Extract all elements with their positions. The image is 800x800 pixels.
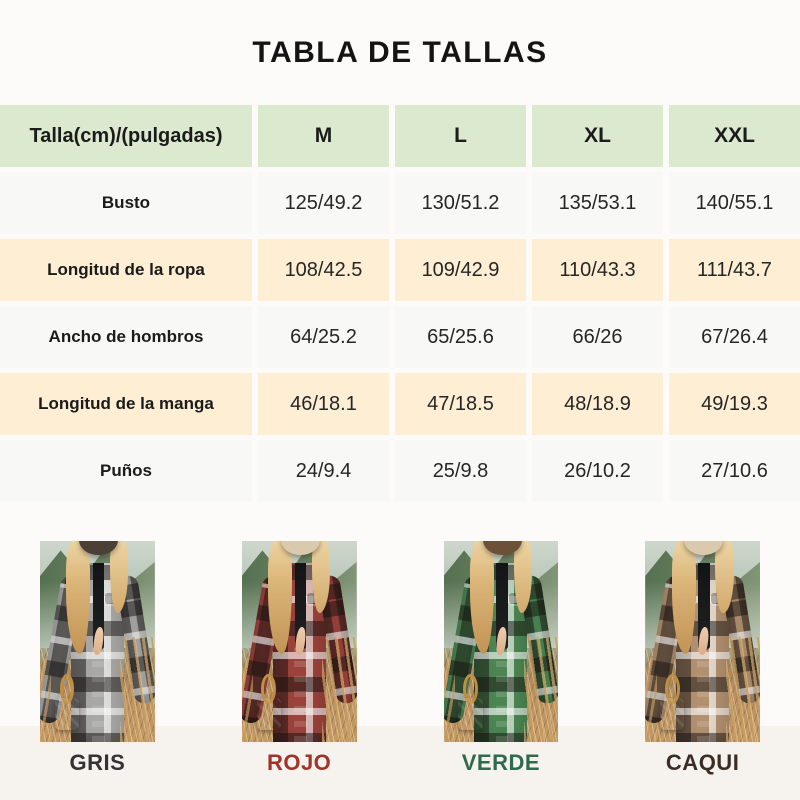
size-value: 108/42.5 <box>258 239 389 301</box>
product-photo-verde <box>443 541 559 742</box>
black-turtleneck <box>92 563 105 650</box>
color-label-gris: GRIS <box>69 750 126 775</box>
hat <box>684 541 724 556</box>
size-value: 111/43.7 <box>669 239 800 301</box>
jeans <box>697 647 711 742</box>
foreground-grass <box>443 657 455 742</box>
hat <box>482 541 522 556</box>
color-label-caqui: CAQUI <box>665 750 740 775</box>
color-variant-gallery <box>0 525 800 742</box>
size-value: 64/25.2 <box>258 306 389 368</box>
black-turtleneck <box>698 563 710 650</box>
size-value: 46/18.1 <box>258 373 389 435</box>
jeans <box>293 647 307 742</box>
model-hair <box>66 541 91 654</box>
foreground-grass <box>120 637 155 742</box>
foreground-grass <box>40 657 52 742</box>
jeans <box>92 647 105 742</box>
header-cell-measure: Talla(cm)/(pulgadas) <box>0 105 252 167</box>
spacer <box>0 502 800 525</box>
hat <box>79 541 118 556</box>
size-value: 130/51.2 <box>395 172 526 234</box>
size-value: 27/10.6 <box>669 440 800 502</box>
bag-gold-chain <box>664 673 680 704</box>
product-photo-rojo <box>241 541 357 742</box>
model-hair <box>110 541 129 614</box>
handbag <box>458 697 483 730</box>
size-value: 47/18.5 <box>395 373 526 435</box>
bag-gold-chain <box>261 673 277 704</box>
row-label-busto: Busto <box>0 172 252 234</box>
row-label-ancho-hombros: Ancho de hombros <box>0 306 252 368</box>
size-value: 109/42.9 <box>395 239 526 301</box>
title-section: TABLA DE TALLAS <box>0 0 800 105</box>
size-value: 110/43.3 <box>532 239 663 301</box>
model-hair <box>513 541 532 614</box>
page-title: TABLA DE TALLAS <box>252 36 548 69</box>
row-label-punos: Puños <box>0 440 252 502</box>
row-label-longitud-manga: Longitud de la manga <box>0 373 252 435</box>
header-cell-xl: XL <box>532 105 663 167</box>
model-hair <box>469 541 494 654</box>
product-photo-caqui <box>645 541 760 742</box>
size-value: 67/26.4 <box>669 306 800 368</box>
product-photo-gris <box>40 541 155 742</box>
foreground-grass <box>523 637 559 742</box>
header-cell-m: M <box>258 105 389 167</box>
size-value: 25/9.8 <box>395 440 526 502</box>
model-hair <box>671 541 696 654</box>
bag-gold-chain <box>59 673 75 704</box>
size-value: 66/26 <box>532 306 663 368</box>
black-turtleneck <box>294 563 306 650</box>
color-label-rojo: ROJO <box>266 750 332 775</box>
size-chart-table: Talla(cm)/(pulgadas) M L XL XXL Busto 12… <box>0 105 800 502</box>
size-value: 125/49.2 <box>258 172 389 234</box>
handbag <box>660 697 685 730</box>
foreground-grass <box>322 637 357 742</box>
foreground-grass <box>725 637 760 742</box>
hat <box>280 541 320 556</box>
jeans <box>495 647 509 742</box>
size-value: 49/19.3 <box>669 373 800 435</box>
row-label-longitud-ropa: Longitud de la ropa <box>0 239 252 301</box>
black-turtleneck <box>496 563 508 650</box>
foreground-grass <box>241 657 254 742</box>
model-hair <box>311 541 331 614</box>
color-label-verde: VERDE <box>461 750 541 775</box>
header-cell-l: L <box>395 105 526 167</box>
header-cell-xxl: XXL <box>669 105 800 167</box>
foreground-grass <box>645 657 657 742</box>
size-value: 26/10.2 <box>532 440 663 502</box>
handbag <box>256 697 281 730</box>
size-value: 135/53.1 <box>532 172 663 234</box>
size-value: 140/55.1 <box>669 172 800 234</box>
bag-gold-chain <box>463 673 478 704</box>
size-value: 65/25.6 <box>395 306 526 368</box>
model-hair <box>268 541 293 654</box>
handbag <box>54 697 79 730</box>
size-value: 48/18.9 <box>532 373 663 435</box>
size-value: 24/9.4 <box>258 440 389 502</box>
model-hair <box>715 541 734 614</box>
